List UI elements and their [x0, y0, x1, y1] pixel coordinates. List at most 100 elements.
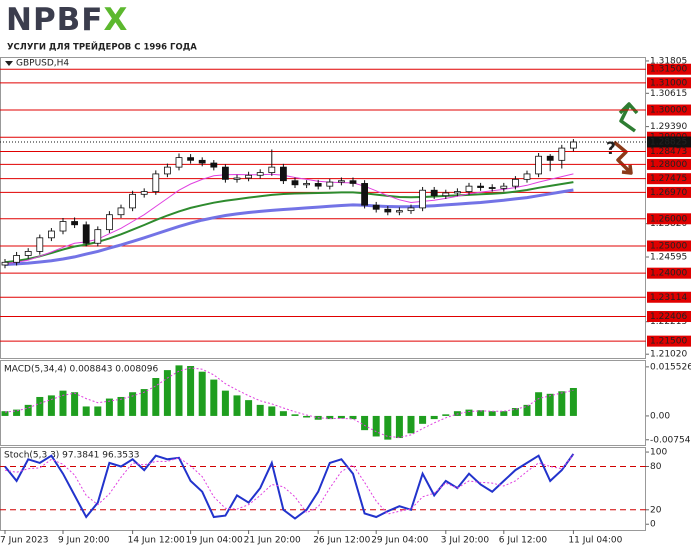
candle-body: [558, 147, 566, 161]
macd-bar: [59, 390, 67, 416]
candle-body: [384, 208, 392, 213]
level-label: 1.28000: [650, 160, 687, 170]
candle-body: [570, 141, 577, 149]
y-tick-label: -0.007543: [650, 435, 691, 445]
x-tick-label: 3 Jul 20:00: [441, 536, 490, 546]
candle-body: [291, 180, 299, 186]
candle-body: [453, 191, 461, 194]
candle-body: [465, 185, 473, 192]
level-tag: [647, 77, 691, 89]
level-tag: [647, 104, 691, 116]
level-label: 1.21500: [650, 337, 687, 347]
stoch-title: Stoch(5,3,3) 97.3841 96.3533: [4, 451, 139, 461]
x-tick-label: 19 Jun 04:00: [186, 536, 243, 546]
y-tick-label: 1.30615: [650, 89, 687, 99]
macd-bar: [245, 400, 253, 416]
macd-bar: [210, 379, 218, 416]
candle-body: [523, 173, 531, 180]
y-tick-label: 1.29390: [650, 122, 687, 132]
candle-body: [82, 224, 90, 244]
macd-bar: [477, 410, 485, 416]
macd-bar: [47, 395, 55, 416]
candle-body: [24, 251, 32, 256]
x-tick-label: 21 Jun 20:00: [244, 536, 301, 546]
candle-body: [233, 177, 241, 180]
level-tag: [647, 63, 691, 75]
y-tick-label: 0.00: [650, 411, 670, 421]
macd-bar: [337, 415, 345, 419]
candle-body: [546, 155, 554, 161]
candle-body: [488, 187, 496, 189]
macd-bar: [279, 411, 287, 416]
level-tag: [647, 146, 691, 158]
macd-bar: [129, 392, 137, 416]
macd-bar: [117, 396, 125, 416]
x-tick-label: 14 Jun 12:00: [128, 536, 185, 546]
y-tick-label: 1.22215: [650, 317, 687, 327]
y-tick-label: 1.21020: [650, 350, 687, 360]
level-tag: [647, 186, 691, 198]
macd-bar: [326, 415, 334, 420]
macd-bar: [13, 409, 21, 416]
candle-body: [106, 214, 113, 231]
macd-bar: [1, 411, 9, 416]
y-tick-label: 80: [650, 462, 662, 472]
candle-body: [198, 159, 206, 164]
macd-bar: [24, 404, 32, 416]
level-tag: [647, 173, 691, 185]
y-tick-label: 0.015526: [650, 362, 691, 372]
macd-bar: [291, 414, 299, 416]
candle-body: [279, 166, 287, 182]
macd-bar: [71, 392, 79, 416]
price-panel: [0, 57, 646, 359]
x-tick-label: 26 Jun 12:00: [313, 536, 370, 546]
logo-tagline: УСЛУГИ ДЛЯ ТРЕЙДЕРОВ С 1996 ГОДА: [7, 41, 197, 53]
macd-bar: [94, 406, 102, 416]
candle-body: [430, 189, 438, 197]
level-label: 1.28473: [650, 147, 687, 157]
candle-body: [407, 207, 415, 212]
down-arrow: [612, 140, 633, 175]
candle-body: [245, 174, 253, 179]
macd-bar: [36, 396, 44, 416]
candle-body: [361, 183, 369, 206]
candle-body: [152, 173, 160, 192]
macd-bar: [256, 404, 264, 416]
candle-body: [314, 183, 322, 187]
candle-body: [117, 207, 125, 216]
candle-body: [372, 204, 380, 210]
candle-body: [419, 189, 427, 209]
macd-bar: [268, 406, 276, 416]
x-tick-label: 7 Jun 2023: [0, 536, 48, 546]
macd-bar: [175, 365, 183, 416]
macd-bar: [163, 370, 171, 416]
macd-bar: [430, 415, 438, 420]
macd-bar: [569, 387, 577, 416]
x-tick-label: 29 Jun 04:00: [371, 536, 428, 546]
candle-body: [535, 155, 542, 175]
level-label: 1.24000: [650, 269, 687, 279]
moving-average: [4, 188, 574, 266]
last-price-label: 1.28825: [650, 137, 687, 147]
y-tick-label: 1.24595: [650, 252, 687, 262]
symbol-marker: [5, 61, 13, 66]
macd-bar: [546, 393, 554, 416]
macd-bar: [233, 395, 241, 416]
candle-body: [349, 180, 357, 184]
macd-bar: [361, 415, 369, 431]
level-label: 1.23114: [650, 293, 687, 303]
x-tick-label: 6 Jul 12:00: [499, 536, 548, 546]
macd-bar: [558, 391, 566, 416]
level-label: 1.27475: [650, 174, 687, 184]
candle-body: [187, 157, 195, 161]
level-tag: [647, 213, 691, 225]
level-label: 1.31000: [650, 78, 687, 88]
macd-bar: [500, 411, 508, 416]
y-tick-label: 100: [650, 448, 667, 458]
macd-bar: [82, 406, 90, 416]
macd-title: MACD(5,34,4) 0.008843 0.008096: [4, 365, 159, 375]
macd-bar: [407, 415, 415, 434]
logo: NPBFX: [6, 2, 128, 38]
candle-body: [140, 191, 148, 195]
